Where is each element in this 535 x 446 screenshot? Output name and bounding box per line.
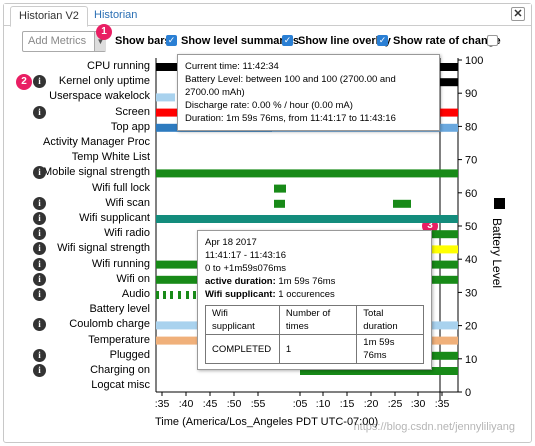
info-icon[interactable]: i (33, 227, 46, 241)
table-cell: COMPLETED (205, 334, 280, 364)
tooltip-discharge-rate: Discharge rate: 0.00 % / hour (0.00 mA) (185, 100, 353, 111)
row-label: Wifi running (91, 257, 150, 270)
info-icon[interactable]: i (33, 212, 46, 225)
tooltip-duration: Duration: 1m 59s 76ms, from 11:41:17 to … (185, 113, 396, 124)
table-cell: 1 (278, 334, 358, 364)
row-label: Kernel only uptime (58, 75, 150, 88)
tooltip-supplicant-label: Wifi supplicant: (205, 289, 276, 300)
tab-bar: Historian V2 Historian ✕ (4, 4, 531, 27)
tooltip-battery-level: Battery Level: between 100 and 100 (2700… (185, 74, 396, 98)
supplicant-table: Wifi supplicant Number of times Total du… (205, 305, 424, 364)
row-label: Logcat misc (91, 379, 150, 392)
x-axis-label: Time (America/Los_Angeles PDT UTC-07:00) (155, 416, 379, 428)
tooltip-range: 11:41:17 - 11:43:16 (205, 250, 286, 261)
row-label: Wifi signal strength (57, 242, 150, 255)
info-icon[interactable]: i (33, 105, 46, 119)
row-label: Userspace wakelock (49, 90, 150, 103)
info-icon[interactable]: i (33, 75, 46, 89)
table-header: Total duration (356, 305, 424, 335)
toolbar: Add Metrics ▼ Show bars ✓ Show level sum… (22, 31, 522, 53)
info-icon[interactable]: i (33, 364, 46, 377)
row-label: Activity Manager Proc (43, 136, 150, 148)
tab-historian[interactable]: Historian (94, 9, 138, 21)
row-label: Battery level (89, 303, 150, 316)
tooltip-offset: 0 to +1m59s076ms (205, 263, 287, 274)
row-label: Plugged (109, 348, 150, 361)
table-header: Wifi supplicant (205, 305, 280, 335)
row-label: Temperature (88, 333, 150, 346)
legend-swatch (494, 198, 505, 209)
row-label: Mobile signal strength (42, 166, 150, 179)
tooltip-supplicant-value: 1 occurences (278, 289, 335, 300)
badge-1: 1 (96, 24, 112, 40)
row-label: Charging on (90, 364, 150, 376)
show-bars-label: Show bars (115, 35, 171, 47)
tooltip-current-time: Current time: 11:42:34 (185, 61, 279, 72)
info-icon[interactable]: i (33, 318, 46, 332)
info-icon[interactable]: i (33, 166, 46, 180)
info-icon[interactable]: i (33, 257, 46, 271)
table-row: COMPLETED 1 1m 59s 76ms (205, 334, 424, 364)
show-bars-checkbox[interactable]: ✓ (166, 35, 177, 46)
row-label: Wifi scan (105, 196, 150, 209)
info-icon[interactable]: i (33, 242, 46, 256)
row-label: Wifi radio (104, 227, 150, 240)
show-line-overlay-label: Show line overlay (298, 35, 391, 47)
badge-2: 2 (16, 74, 32, 90)
row-label: Wifi full lock (91, 181, 150, 194)
tooltip-active-label: active duration: (205, 276, 276, 287)
close-icon[interactable]: ✕ (511, 7, 525, 21)
wifi-supplicant-tooltip: Apr 18 2017 11:41:17 - 11:43:16 0 to +1m… (197, 230, 432, 370)
show-level-summaries-checkbox[interactable]: ✓ (282, 35, 293, 46)
tab-historian-v2[interactable]: Historian V2 (10, 6, 88, 27)
row-label: Top app (110, 120, 150, 133)
row-label: Wifi supplicant (79, 212, 150, 224)
watermark: https://blog.csdn.net/jennyliliyang (353, 421, 515, 433)
row-label: Wifi on (116, 272, 150, 285)
show-line-overlay-checkbox[interactable]: ✓ (377, 35, 388, 46)
row-label: CPU running (87, 60, 150, 72)
row-label: Screen (115, 105, 150, 118)
info-icon[interactable]: i (33, 288, 46, 301)
y-axis-label: Battery Level (490, 218, 504, 289)
show-rate-of-change-checkbox[interactable] (487, 35, 498, 46)
show-level-summaries-label: Show level summaries (181, 35, 299, 47)
table-cell: 1m 59s 76ms (356, 334, 424, 364)
tooltip-active-value: 1m 59s 76ms (278, 276, 336, 287)
info-icon[interactable]: i (33, 272, 46, 286)
tooltip-date: Apr 18 2017 (205, 237, 257, 248)
info-icon[interactable]: i (33, 348, 46, 362)
row-label: Coulomb charge (69, 318, 150, 331)
row-label: Temp White List (71, 151, 150, 164)
row-label: Audio (121, 288, 150, 300)
table-header: Number of times (278, 305, 358, 335)
show-rate-of-change-label: Show rate of change (393, 35, 501, 47)
info-icon[interactable]: i (33, 196, 46, 210)
battery-tooltip: Current time: 11:42:34 Battery Level: be… (177, 54, 440, 131)
